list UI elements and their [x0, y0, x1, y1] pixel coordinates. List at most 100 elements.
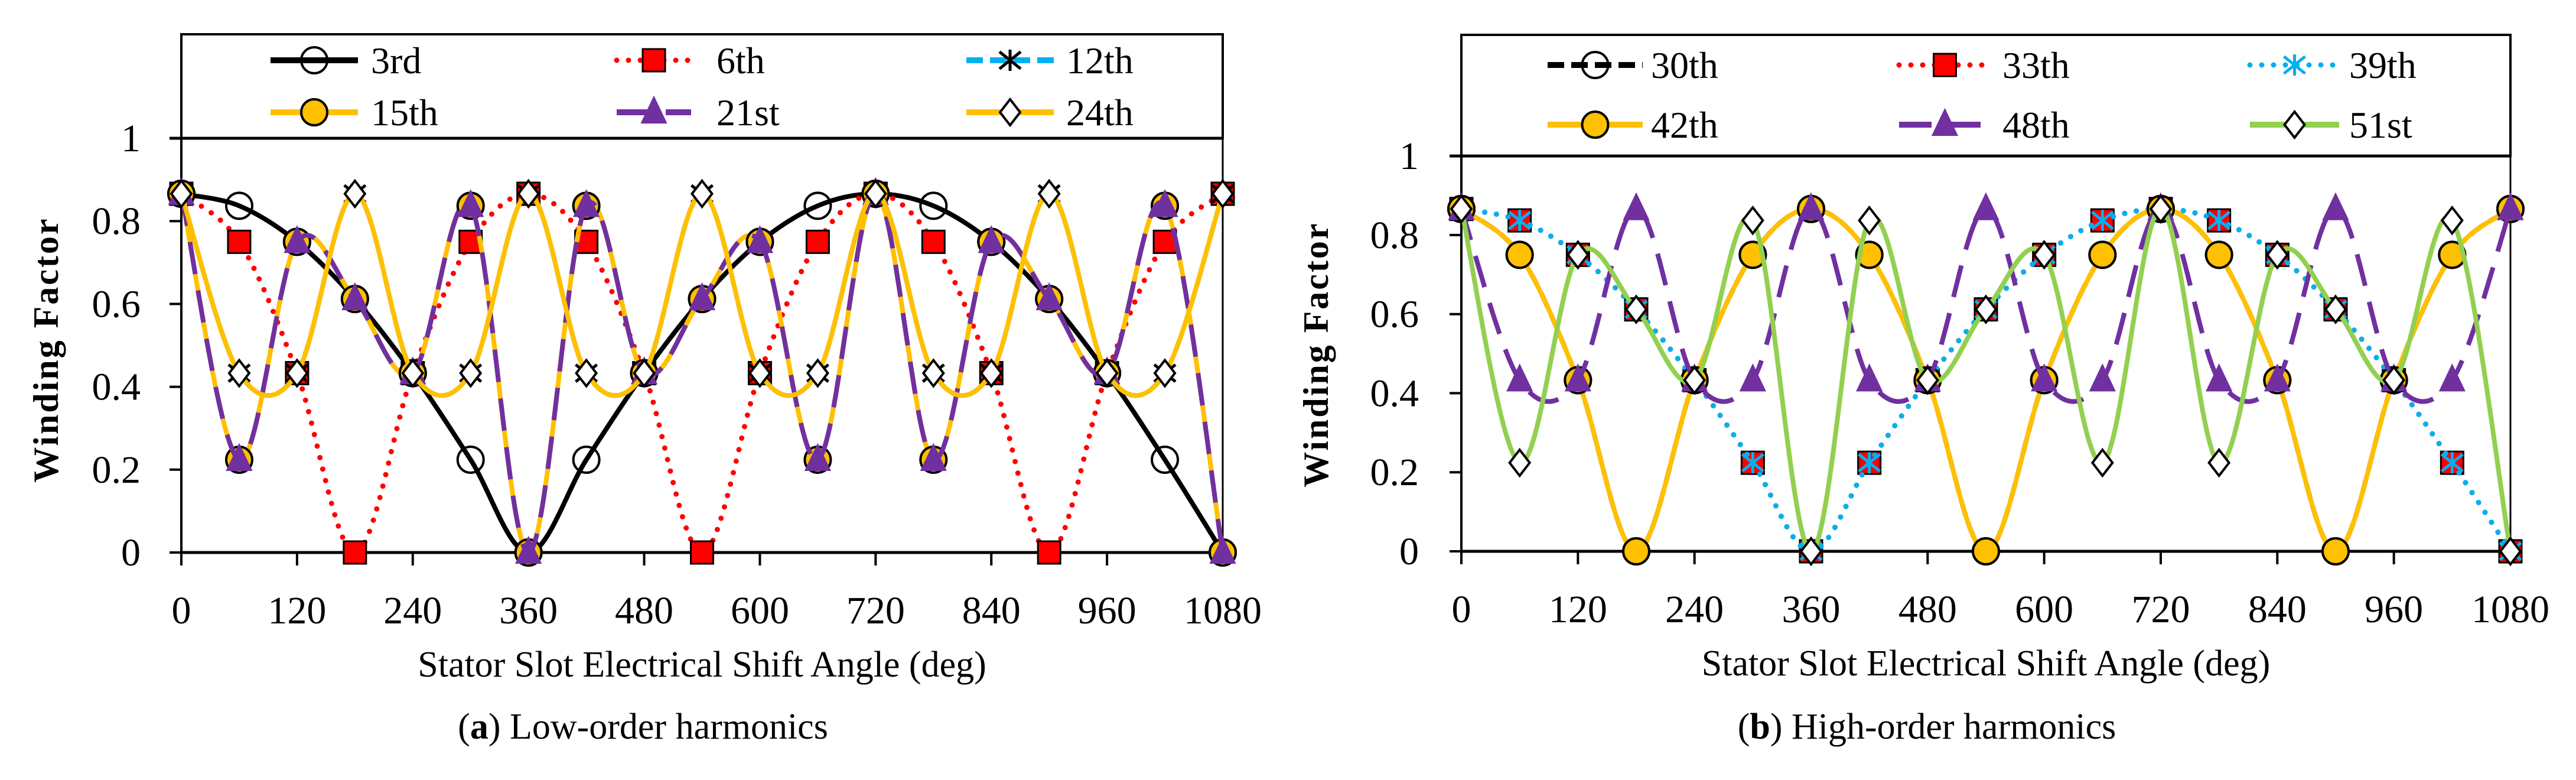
data-point-marker	[864, 178, 887, 209]
data-point-marker	[1037, 178, 1061, 209]
x-tick-label: 480	[1898, 588, 1957, 631]
data-point-marker	[633, 358, 656, 388]
legend-label: 48th	[2002, 104, 2070, 146]
legend-label: 12th	[1066, 40, 1134, 82]
legend-marker	[998, 97, 1022, 128]
data-point-marker	[806, 358, 829, 388]
legend-item: 6th	[614, 40, 765, 82]
data-point-marker	[1506, 363, 1533, 392]
data-point-marker	[1151, 445, 1180, 474]
series-line	[1458, 206, 2513, 554]
data-point-marker	[1916, 365, 1939, 395]
data-point-marker	[1037, 540, 1061, 565]
x-axis-title: Stator Slot Electrical Shift Angle (deg)	[1702, 644, 2271, 684]
panel-caption: (b) High-order harmonics	[1738, 707, 2116, 747]
data-point-marker	[1683, 365, 1707, 395]
series-51st	[1450, 194, 2522, 567]
data-point-marker	[2499, 536, 2522, 567]
legend-marker	[2282, 109, 2307, 140]
data-point-marker	[572, 445, 601, 474]
series-line	[178, 191, 1226, 555]
data-point-marker	[459, 358, 483, 388]
x-tick-label: 840	[2248, 588, 2307, 631]
legend-label: 15th	[371, 92, 438, 134]
x-tick-label: 1080	[1184, 589, 1262, 632]
legend-marker-39th	[2282, 54, 2307, 76]
series-30th	[1447, 194, 2525, 566]
series-line	[1460, 206, 2512, 554]
series-21st	[168, 177, 1236, 564]
caption-text: ) Low-order harmonics	[489, 707, 828, 747]
legend-label: 39th	[2349, 44, 2417, 86]
x-tick-label: 600	[2015, 588, 2073, 631]
legend-label: 21st	[717, 92, 780, 134]
legend-item: 12th	[966, 40, 1134, 82]
legend-item: 21st	[617, 92, 780, 134]
caption-text: ) High-order harmonics	[1770, 707, 2116, 747]
legend-label: 51st	[2349, 104, 2412, 146]
x-tick-label: 960	[2365, 588, 2423, 631]
x-tick-label: 720	[2132, 588, 2190, 631]
data-point-marker	[457, 188, 484, 217]
legend-item: 3rd	[271, 40, 421, 82]
data-point-marker	[517, 178, 540, 209]
data-point-marker	[803, 191, 832, 220]
data-point-marker	[2322, 192, 2349, 220]
x-tick-label: 360	[1782, 588, 1841, 631]
y-tick-label: 0	[1399, 530, 1419, 573]
data-point-marker	[690, 540, 714, 565]
chart-panel-a: 0 0.2 0.4 0.6 0.8 1 0 120 240 360 480 600 720 840 960 1…	[27, 33, 1262, 747]
data-point-marker	[1035, 282, 1063, 310]
x-tick-label: 240	[1665, 588, 1724, 631]
data-point-marker	[1564, 363, 1591, 392]
data-point-marker	[690, 178, 714, 209]
data-point-marker	[343, 178, 367, 209]
data-point-marker	[921, 229, 946, 254]
legend-marker	[1581, 110, 1610, 139]
data-point-marker	[170, 178, 193, 209]
data-point-marker	[573, 188, 600, 217]
data-point-marker	[805, 229, 830, 254]
y-tick-label: 0.2	[92, 448, 141, 492]
data-point-marker	[227, 229, 252, 254]
data-point-marker	[2321, 537, 2350, 566]
data-point-marker	[1623, 192, 1650, 220]
data-point-marker	[2149, 194, 2173, 224]
data-point-marker	[2265, 239, 2289, 270]
series-line	[1460, 206, 2512, 554]
data-point-marker	[1972, 192, 1999, 220]
legend-item: 15th	[271, 92, 438, 134]
data-point-marker	[2497, 192, 2524, 220]
data-point-marker	[1741, 205, 1764, 236]
data-point-marker	[979, 358, 1003, 388]
x-tick-label: 0	[172, 589, 191, 632]
data-point-marker	[341, 282, 369, 310]
data-point-marker	[746, 225, 774, 254]
data-point-marker	[2089, 363, 2116, 392]
y-tick-label: 0.8	[1370, 214, 1419, 257]
data-point-marker-39th	[2090, 210, 2114, 232]
legend-label: 6th	[717, 40, 765, 82]
legend-item: 39th	[2247, 44, 2417, 86]
series-15th	[167, 179, 1237, 567]
data-point-marker	[2264, 363, 2291, 392]
series-42th	[1447, 194, 2525, 566]
y-tick-label: 1	[121, 117, 141, 160]
legend-item: 48th	[1899, 104, 2070, 146]
legend-item: 33th	[1896, 44, 2070, 86]
x-tick-label: 600	[731, 589, 789, 632]
series-line	[1458, 206, 2513, 554]
y-tick-label: 0.2	[1370, 451, 1419, 494]
x-tick-label: 1080	[2471, 588, 2549, 631]
data-point-marker	[284, 225, 311, 254]
data-point-marker-39th	[2440, 452, 2464, 474]
data-point-marker	[2033, 239, 2056, 270]
data-point-marker	[1450, 194, 1473, 224]
data-point-marker	[2204, 240, 2233, 269]
data-point-marker	[456, 445, 485, 474]
data-point-marker	[343, 540, 367, 565]
data-point-marker	[1858, 205, 1881, 236]
x-tick-label: 240	[383, 589, 442, 632]
legend-label: 42th	[1651, 104, 1718, 146]
legend-marker	[640, 95, 667, 124]
